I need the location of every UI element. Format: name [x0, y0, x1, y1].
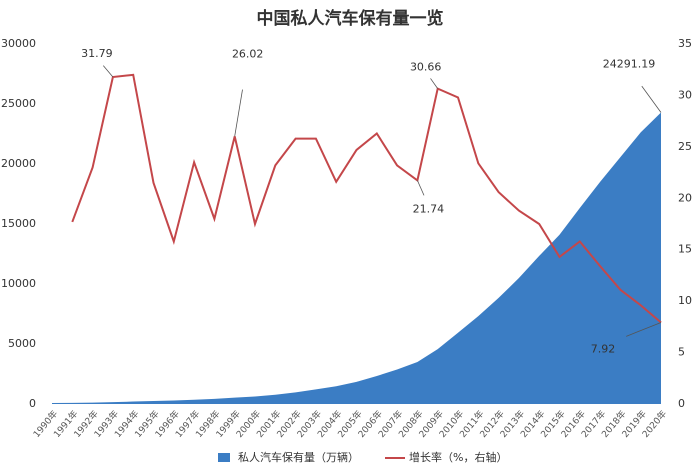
leader-line	[417, 180, 425, 196]
y-tick-label: 10000	[1, 277, 36, 290]
data-label: 31.79	[81, 47, 113, 60]
data-label: 24291.19	[603, 58, 656, 71]
leader-line	[626, 322, 662, 337]
y2-tick-label: 20	[678, 191, 692, 204]
legend-label: 私人汽车保有量（万辆）	[238, 450, 359, 464]
data-label: 26.02	[232, 47, 264, 60]
y2-tick-label: 25	[678, 140, 692, 153]
y2-tick-label: 30	[678, 88, 692, 101]
area	[52, 112, 661, 404]
y-tick-label: 30000	[1, 37, 36, 50]
y-tick-label: 0	[29, 397, 36, 410]
y-tick-label: 15000	[1, 217, 36, 230]
y-tick-label: 25000	[1, 97, 36, 110]
line	[71, 73, 662, 324]
legend-swatch	[218, 453, 230, 462]
legend-label: 增长率（%，右轴）	[409, 450, 507, 464]
data-label: 21.74	[413, 202, 445, 215]
leader-line	[641, 85, 662, 113]
y2-tick-label: 35	[678, 37, 692, 50]
y-tick-label: 20000	[1, 157, 36, 170]
leader-line	[234, 89, 243, 137]
leader-line	[102, 65, 114, 78]
y2-tick-label: 0	[678, 397, 685, 410]
y2-tick-label: 10	[678, 294, 692, 307]
data-label: 30.66	[410, 61, 442, 74]
leader-line	[430, 78, 439, 89]
y2-tick-label: 5	[678, 346, 685, 359]
data-label: 7.92	[591, 343, 616, 356]
y2-tick-label: 15	[678, 243, 692, 256]
chart-title: 中国私人汽车保有量一览	[257, 8, 444, 29]
y-tick-label: 5000	[8, 337, 36, 350]
